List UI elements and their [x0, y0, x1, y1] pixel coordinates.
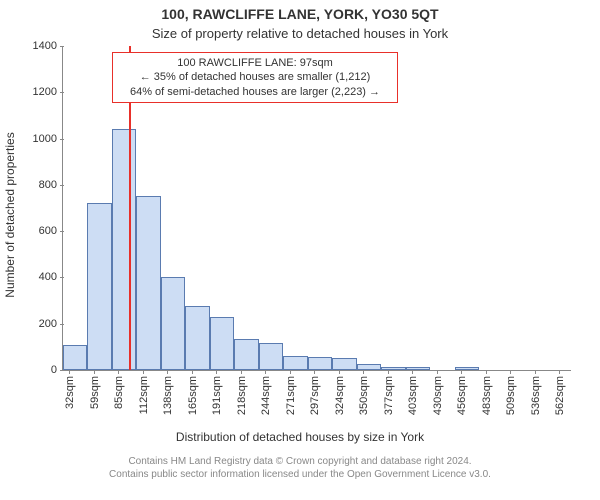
histogram-bar — [332, 358, 356, 370]
x-tick-label: 350sqm — [356, 376, 370, 415]
x-tick-label: 562sqm — [552, 376, 566, 415]
x-tick-label: 456sqm — [454, 376, 468, 415]
x-tick-mark — [535, 370, 536, 374]
histogram-bar — [112, 129, 136, 370]
x-tick-label: 297sqm — [307, 376, 321, 415]
x-tick-mark — [510, 370, 511, 374]
x-tick-mark — [559, 370, 560, 374]
x-tick-mark — [437, 370, 438, 374]
x-tick-label: 165sqm — [185, 376, 199, 415]
x-tick-mark — [363, 370, 364, 374]
x-tick-mark — [216, 370, 217, 374]
y-tick-label: 1400 — [33, 40, 63, 52]
histogram-bar — [357, 364, 381, 370]
x-tick-label: 377sqm — [381, 376, 395, 415]
x-tick-label: 32sqm — [62, 376, 76, 409]
histogram-bar — [161, 277, 185, 370]
y-tick-label: 600 — [39, 225, 63, 237]
y-tick-label: 1200 — [33, 86, 63, 98]
annotation-line: 64% of semi-detached houses are larger (… — [119, 85, 391, 99]
histogram-bar — [259, 343, 283, 370]
x-tick-mark — [314, 370, 315, 374]
x-tick-mark — [461, 370, 462, 374]
x-tick-label: 483sqm — [479, 376, 493, 415]
x-tick-mark — [167, 370, 168, 374]
x-tick-label: 85sqm — [111, 376, 125, 409]
x-tick-mark — [94, 370, 95, 374]
x-tick-label: 430sqm — [430, 376, 444, 415]
histogram-bar — [308, 357, 332, 370]
footer-attribution: Contains HM Land Registry data © Crown c… — [0, 456, 600, 481]
y-tick-label: 400 — [39, 271, 63, 283]
histogram-bar — [406, 367, 430, 370]
x-tick-label: 536sqm — [528, 376, 542, 415]
x-tick-mark — [143, 370, 144, 374]
y-tick-label: 200 — [39, 318, 63, 330]
y-tick-label: 1000 — [33, 133, 63, 145]
x-tick-mark — [486, 370, 487, 374]
x-tick-mark — [388, 370, 389, 374]
x-tick-label: 191sqm — [209, 376, 223, 415]
histogram-bar — [87, 203, 111, 370]
y-axis-label: Number of detached properties — [3, 65, 17, 365]
x-tick-mark — [69, 370, 70, 374]
x-tick-mark — [290, 370, 291, 374]
x-tick-label: 112sqm — [136, 376, 150, 414]
x-tick-label: 138sqm — [160, 376, 174, 415]
x-tick-label: 59sqm — [87, 376, 101, 409]
x-tick-mark — [118, 370, 119, 374]
x-tick-label: 324sqm — [332, 376, 346, 415]
histogram-bar — [63, 345, 87, 370]
x-tick-label: 509sqm — [503, 376, 517, 415]
x-tick-mark — [339, 370, 340, 374]
x-axis-label: Distribution of detached houses by size … — [0, 430, 600, 444]
x-tick-label: 244sqm — [258, 376, 272, 415]
annotation-line: ← 35% of detached houses are smaller (1,… — [119, 70, 391, 84]
x-tick-mark — [412, 370, 413, 374]
chart-container: 100, RAWCLIFFE LANE, YORK, YO30 5QT Size… — [0, 0, 600, 500]
y-tick-label: 800 — [39, 179, 63, 191]
chart-subtitle: Size of property relative to detached ho… — [0, 26, 600, 41]
histogram-bar — [136, 196, 160, 370]
footer-line: Contains public sector information licen… — [0, 469, 600, 482]
footer-line: Contains HM Land Registry data © Crown c… — [0, 456, 600, 469]
x-tick-label: 271sqm — [283, 376, 297, 415]
x-tick-mark — [241, 370, 242, 374]
histogram-bar — [210, 317, 234, 370]
histogram-bar — [185, 306, 209, 370]
chart-title: 100, RAWCLIFFE LANE, YORK, YO30 5QT — [0, 6, 600, 22]
y-tick-label: 0 — [51, 364, 63, 376]
annotation-box: 100 RAWCLIFFE LANE: 97sqm← 35% of detach… — [112, 52, 398, 103]
x-tick-label: 403sqm — [405, 376, 419, 415]
histogram-bar — [234, 339, 258, 370]
annotation-line: 100 RAWCLIFFE LANE: 97sqm — [119, 56, 391, 70]
histogram-bar — [283, 356, 307, 370]
x-tick-mark — [192, 370, 193, 374]
x-tick-mark — [265, 370, 266, 374]
histogram-bar — [381, 367, 405, 370]
x-tick-label: 218sqm — [234, 376, 248, 415]
histogram-bar — [455, 367, 479, 370]
